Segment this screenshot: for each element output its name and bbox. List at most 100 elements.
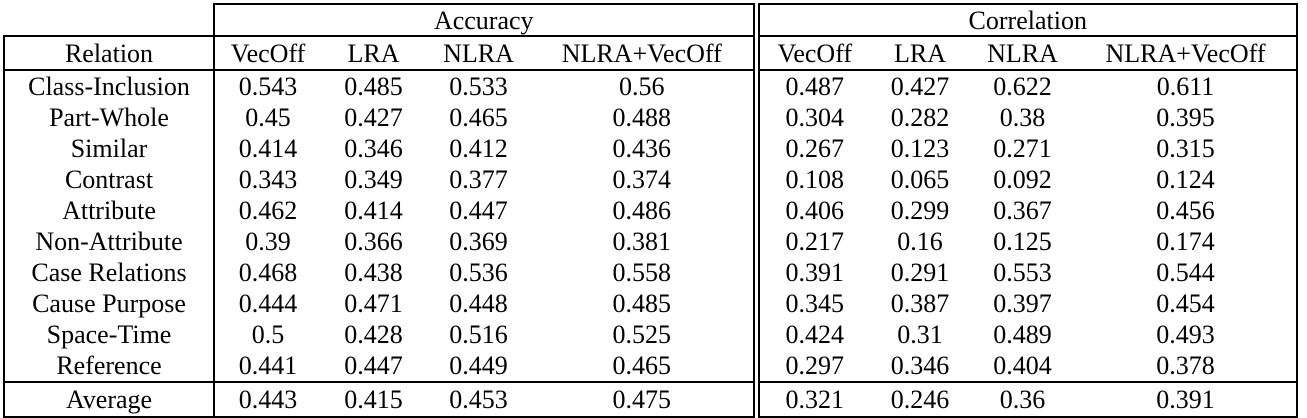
- cell-accuracy-nlra: 0.448: [449, 288, 508, 318]
- cell-accuracy-lra: 0.414: [344, 195, 403, 225]
- cell-correlation-nlra: 0.092: [993, 164, 1052, 194]
- cell-correlation-vecoff: 0.391: [752, 257, 870, 288]
- group-header-accuracy: Accuracy: [213, 3, 756, 37]
- cell-accuracy-vecoff: 0.441: [213, 350, 321, 382]
- cell-correlation-lra: 0.346: [890, 350, 950, 380]
- cell-correlation-lra: 0.291: [890, 257, 950, 287]
- col-header-correlation-lra: LRA: [870, 36, 970, 71]
- cell-correlation-nlra-vecoff: 0.315: [1075, 133, 1298, 164]
- cell-correlation-lra: 0.387: [890, 288, 950, 318]
- cell-correlation-nlra-vecoff: 0.124: [1075, 164, 1298, 195]
- cell-accuracy-nlra: 0.516: [449, 319, 508, 349]
- table-row: Contrast 0.343 0.349 0.377 0.374 0.108 0.065 0.…: [3, 164, 1298, 195]
- cell-accuracy-vecoff: 0.468: [213, 257, 321, 288]
- cell-accuracy-nlra-vecoff: 0.436: [612, 133, 672, 163]
- cell-accuracy-lra: 0.415: [321, 381, 426, 418]
- cell-correlation-vecoff: 0.321: [752, 381, 870, 418]
- cell-accuracy-vecoff: 0.45: [213, 102, 321, 133]
- cell-accuracy-nlra: 0.369: [449, 226, 508, 256]
- cell-accuracy-lra: 0.485: [344, 71, 403, 101]
- relation-cell: Average: [3, 381, 214, 418]
- cell-accuracy-nlra: 0.465: [449, 102, 508, 132]
- cell-accuracy-nlra-vecoff: 0.525: [612, 319, 672, 349]
- cell-correlation-nlra: 0.271: [993, 133, 1052, 163]
- col-header-accuracy-lra: LRA: [321, 36, 426, 71]
- cell-correlation-vecoff: 0.217: [752, 226, 870, 257]
- cell-accuracy-nlra: 0.453: [426, 381, 531, 418]
- cell-correlation-vecoff: 0.424: [752, 319, 870, 350]
- cell-accuracy-nlra-vecoff: 0.488: [612, 102, 672, 132]
- relation-cell: Reference: [3, 350, 214, 382]
- cell-correlation-vecoff: 0.267: [752, 133, 870, 164]
- relation-cell: Part-Whole: [3, 102, 214, 133]
- group-header-correlation: Correlation: [752, 3, 1298, 37]
- cell-correlation-nlra-vecoff: 0.378: [1075, 350, 1298, 382]
- cell-accuracy-lra: 0.471: [344, 288, 403, 318]
- cell-correlation-nlra: 0.38: [999, 102, 1046, 132]
- cell-correlation-vecoff: 0.345: [752, 288, 870, 319]
- relation-cell: Attribute: [3, 195, 214, 226]
- cell-accuracy-vecoff: 0.543: [213, 70, 321, 102]
- col-header-correlation-vecoff: VecOff: [752, 36, 870, 71]
- col-header-accuracy-vecoff: VecOff: [213, 36, 321, 71]
- relation-column-header: Relation: [3, 35, 214, 71]
- relation-cell: Class-Inclusion: [3, 70, 214, 102]
- cell-accuracy-lra: 0.346: [344, 133, 403, 163]
- cell-correlation-lra: 0.299: [890, 195, 950, 225]
- column-header-row: Relation VecOff LRA NLRA NLRA+VecOff Vec…: [3, 35, 1298, 71]
- cell-correlation-nlra: 0.367: [993, 195, 1052, 225]
- cell-accuracy-nlra-vecoff: 0.485: [612, 288, 672, 318]
- cell-correlation-lra: 0.065: [890, 164, 950, 194]
- cell-accuracy-nlra: 0.449: [449, 350, 508, 380]
- cell-correlation-nlra: 0.397: [993, 288, 1052, 318]
- cell-correlation-nlra: 0.404: [993, 350, 1052, 380]
- cell-accuracy-lra: 0.428: [344, 319, 403, 349]
- cell-correlation-vecoff: 0.304: [752, 102, 870, 133]
- cell-accuracy-nlra: 0.536: [449, 257, 508, 287]
- cell-accuracy-nlra-vecoff: 0.374: [612, 164, 672, 194]
- cell-accuracy-vecoff: 0.5: [213, 319, 321, 350]
- cell-accuracy-vecoff: 0.444: [213, 288, 321, 319]
- relation-cell: Non-Attribute: [3, 226, 214, 257]
- cell-accuracy-nlra-vecoff: 0.558: [612, 257, 672, 287]
- cell-accuracy-nlra: 0.377: [449, 164, 508, 194]
- cell-correlation-nlra-vecoff: 0.611: [1075, 70, 1298, 102]
- cell-accuracy-lra: 0.366: [344, 226, 403, 256]
- table-row: Non-Attribute 0.39 0.366 0.369 0.381 0.217 0.1…: [3, 226, 1298, 257]
- table-row: Case Relations 0.468 0.438 0.536 0.558 0.391 0…: [3, 257, 1298, 288]
- cell-accuracy-vecoff: 0.39: [213, 226, 321, 257]
- table-row: Part-Whole 0.45 0.427 0.465 0.488 0.304 0.282 0…: [3, 102, 1298, 133]
- cell-correlation-vecoff: 0.487: [752, 70, 870, 102]
- relation-cell: Case Relations: [3, 257, 214, 288]
- cell-correlation-lra: 0.31: [897, 319, 943, 349]
- cell-correlation-vecoff: 0.406: [752, 195, 870, 226]
- table-body: Class-Inclusion 0.543 0.485 0.533 0.56 0.487 0…: [3, 70, 1298, 418]
- cell-accuracy-lra: 0.447: [344, 350, 403, 380]
- relation-cell: Contrast: [3, 164, 214, 195]
- cell-accuracy-nlra: 0.412: [449, 133, 508, 163]
- cell-accuracy-nlra-vecoff: 0.465: [612, 350, 672, 380]
- col-header-accuracy-nlra: NLRA: [426, 36, 531, 71]
- cell-correlation-vecoff: 0.108: [752, 164, 870, 195]
- relation-cell: Space-Time: [3, 319, 214, 350]
- cell-accuracy-vecoff: 0.443: [213, 381, 321, 418]
- cell-correlation-nlra-vecoff: 0.544: [1075, 257, 1298, 288]
- table-row: Similar 0.414 0.346 0.412 0.436 0.267 0.123 0.2…: [3, 133, 1298, 164]
- cell-correlation-lra: 0.427: [890, 71, 950, 101]
- cell-accuracy-vecoff: 0.343: [213, 164, 321, 195]
- cell-correlation-lra: 0.123: [890, 133, 950, 163]
- table-row: Attribute 0.462 0.414 0.447 0.486 0.406 0.299 0…: [3, 195, 1298, 226]
- table-row: Reference 0.441 0.447 0.449 0.465 0.297 0.346 0…: [3, 350, 1298, 382]
- cell-correlation-nlra: 0.622: [993, 71, 1052, 101]
- cell-accuracy-lra: 0.438: [344, 257, 403, 287]
- cell-accuracy-nlra-vecoff: 0.486: [612, 195, 672, 225]
- cell-correlation-vecoff: 0.297: [752, 350, 870, 382]
- col-header-correlation-nlra-vecoff: NLRA+VecOff: [1075, 36, 1298, 71]
- cell-correlation-nlra-vecoff: 0.456: [1075, 195, 1298, 226]
- table-row: Class-Inclusion 0.543 0.485 0.533 0.56 0.487 0…: [3, 70, 1298, 102]
- cell-accuracy-lra: 0.349: [344, 164, 403, 194]
- group-header-row: Accuracy Correlation: [4, 3, 1298, 37]
- cell-accuracy-vecoff: 0.414: [213, 133, 321, 164]
- relation-cell: Cause Purpose: [3, 288, 214, 319]
- corner-cell: [4, 4, 214, 36]
